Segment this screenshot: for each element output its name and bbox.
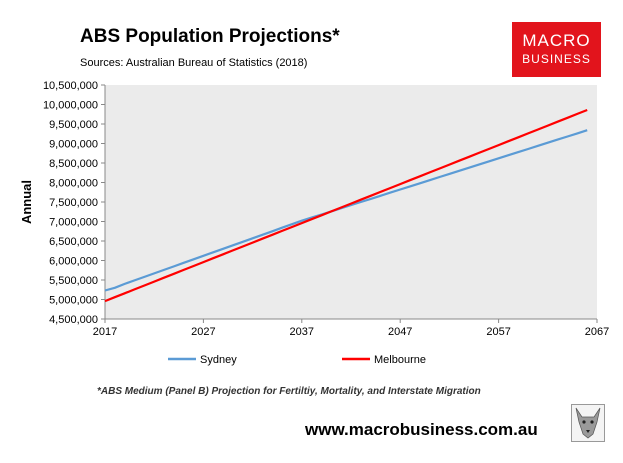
series-line-melbourne (104, 108, 588, 303)
logo-line1: MACRO (522, 31, 591, 50)
y-tick-label: 5,000,000 (49, 295, 98, 307)
chart-subtitle: Sources: Australian Bureau of Statistics… (80, 57, 308, 69)
logo-line2: BUSINESS (522, 52, 591, 66)
y-axis-label: Annual (19, 180, 34, 224)
x-tick-label: 2047 (388, 326, 412, 338)
legend-label-sydney: Sydney (200, 354, 237, 366)
series-lines (104, 108, 588, 303)
y-tick-label: 7,000,000 (49, 217, 98, 229)
y-tick-label: 8,000,000 (49, 178, 98, 190)
macro-business-logo: MACRO BUSINESS (512, 22, 601, 77)
y-tick-label: 8,500,000 (49, 158, 98, 170)
x-tick-label: 2067 (585, 326, 609, 338)
y-tick-label: 9,000,000 (49, 139, 98, 151)
x-tick-label: 2057 (486, 326, 510, 338)
legend: Sydney Melbourne (168, 354, 426, 366)
y-tick-label: 6,000,000 (49, 256, 98, 268)
y-tick-label: 10,000,000 (43, 100, 98, 112)
wolf-icon (571, 404, 605, 442)
y-tick-label: 7,500,000 (49, 197, 98, 209)
x-tick-label: 2027 (191, 326, 215, 338)
website-url[interactable]: www.macrobusiness.com.au (305, 420, 538, 439)
y-axis-ticks: 4,500,000 5,000,000 5,500,000 6,000,000 6,50… (43, 80, 105, 326)
y-tick-label: 4,500,000 (49, 314, 98, 326)
x-tick-label: 2017 (93, 326, 117, 338)
legend-label-melbourne: Melbourne (374, 354, 426, 366)
x-tick-label: 2037 (290, 326, 314, 338)
footnote: *ABS Medium (Panel B) Projection for Fer… (97, 386, 481, 397)
y-tick-label: 10,500,000 (43, 80, 98, 92)
chart-title: ABS Population Projections* (80, 26, 340, 47)
plot-area (105, 85, 597, 319)
y-tick-label: 5,500,000 (49, 275, 98, 287)
y-tick-label: 6,500,000 (49, 236, 98, 248)
x-axis-ticks: 2017 2027 2037 2047 2057 2067 (93, 319, 609, 338)
y-tick-label: 9,500,000 (49, 119, 98, 131)
